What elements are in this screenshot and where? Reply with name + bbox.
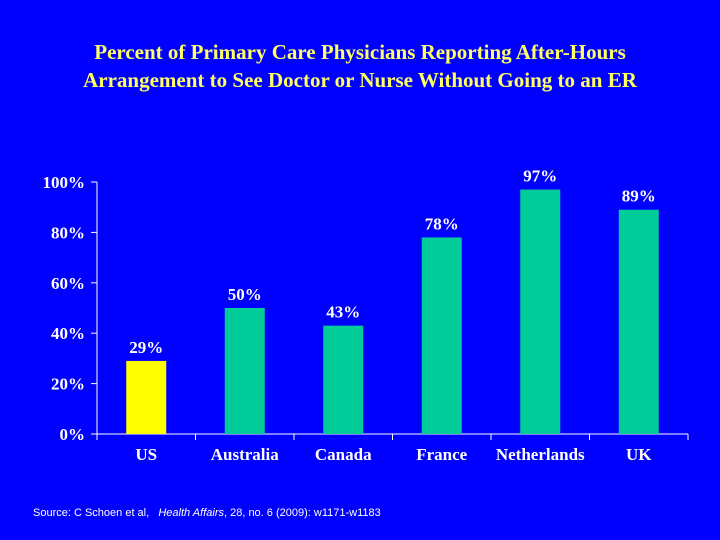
data-label: 43% bbox=[326, 303, 360, 322]
x-tick-label: Netherlands bbox=[496, 445, 585, 464]
chart-title-line-1: Percent of Primary Care Physicians Repor… bbox=[94, 40, 626, 64]
data-label: 50% bbox=[228, 285, 262, 304]
bar bbox=[618, 209, 659, 434]
source-journal: Health Affairs bbox=[158, 507, 224, 519]
y-tick-label: 40% bbox=[51, 324, 85, 343]
x-tick-label: Australia bbox=[211, 445, 280, 464]
x-tick-label: US bbox=[135, 445, 157, 464]
source-suffix: , 28, no. 6 (2009): w1171-w1183 bbox=[223, 507, 381, 519]
x-tick-label: Canada bbox=[315, 445, 372, 464]
data-label: 89% bbox=[622, 187, 656, 206]
data-label: 97% bbox=[523, 167, 557, 186]
y-tick-label: 0% bbox=[60, 425, 86, 444]
bar bbox=[520, 189, 561, 434]
data-label: 29% bbox=[129, 338, 163, 357]
bar bbox=[323, 325, 364, 434]
x-tick-label: France bbox=[416, 445, 467, 464]
x-tick-label: UK bbox=[626, 445, 652, 464]
bar bbox=[126, 360, 167, 434]
chart-title-line-2: Arrangement to See Doctor or Nurse Witho… bbox=[83, 68, 637, 92]
y-tick-label: 80% bbox=[51, 223, 85, 242]
source-prefix: Source: C Schoen et al, bbox=[33, 507, 150, 519]
bar bbox=[224, 308, 265, 434]
source-citation: Source: C Schoen et al, Health Affairs, … bbox=[33, 507, 381, 519]
bar bbox=[421, 237, 462, 434]
y-tick-label: 60% bbox=[51, 274, 85, 293]
chart-title: Percent of Primary Care Physicians Repor… bbox=[0, 38, 720, 94]
y-tick-label: 20% bbox=[51, 375, 85, 394]
data-label: 78% bbox=[425, 214, 459, 233]
y-tick-label: 100% bbox=[43, 173, 86, 192]
